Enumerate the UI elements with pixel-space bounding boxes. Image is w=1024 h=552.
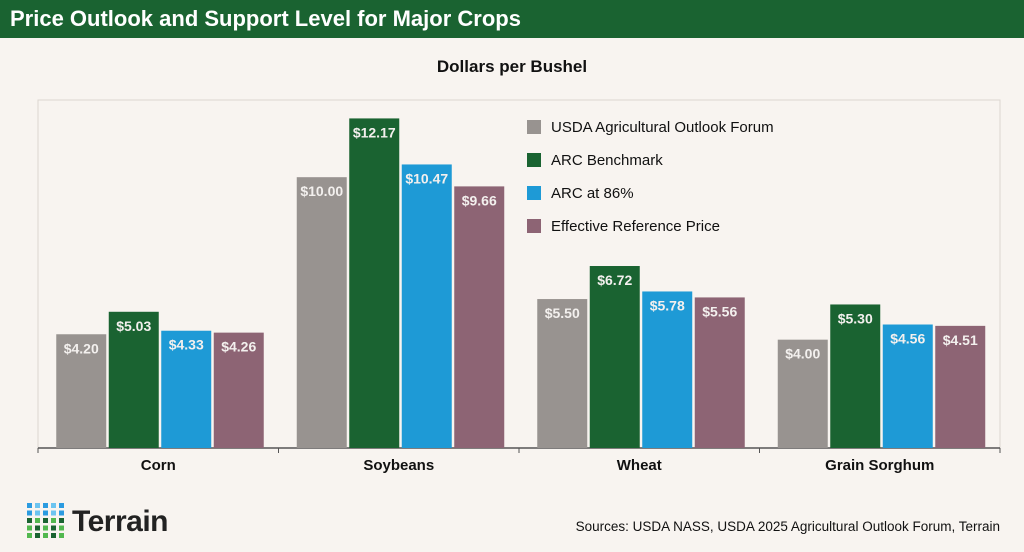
logo-dot	[51, 533, 56, 538]
bar-usda-agricultural-outlook-forum	[56, 334, 107, 448]
bar-arc-at-86-	[882, 324, 933, 448]
x-tick-label: Wheat	[617, 457, 662, 474]
legend-swatch	[527, 153, 541, 167]
bar-effective-reference-price	[454, 186, 505, 448]
logo-dot	[59, 503, 64, 508]
logo-dot	[35, 503, 40, 508]
bar-effective-reference-price	[935, 325, 986, 448]
x-tick-label: Soybeans	[363, 457, 434, 474]
legend-swatch	[527, 219, 541, 233]
logo-dot	[59, 533, 64, 538]
data-label: $6.72	[597, 272, 632, 288]
chart-title: Price Outlook and Support Level for Majo…	[0, 0, 1024, 38]
chart-subtitle: Dollars per Bushel	[436, 57, 588, 76]
bar-arc-benchmark	[589, 266, 640, 448]
legend-entry: ARC at 86%	[551, 185, 634, 202]
logo-dot	[27, 503, 32, 508]
brand-logo: Terrain	[72, 505, 168, 538]
logo-dot	[59, 525, 64, 531]
bar-effective-reference-price	[694, 297, 745, 448]
bar-usda-agricultural-outlook-forum	[537, 299, 588, 448]
logo-dot	[43, 518, 48, 523]
data-label: $4.20	[64, 340, 99, 356]
bar-arc-at-86-	[161, 330, 212, 448]
data-label: $12.17	[353, 124, 396, 140]
legend-swatch	[527, 120, 541, 134]
logo-dot	[27, 525, 32, 531]
terrain-logo-icon	[27, 503, 64, 538]
logo-dot	[27, 533, 32, 538]
data-label: $5.56	[702, 303, 737, 319]
legend-entry: ARC Benchmark	[551, 152, 663, 169]
legend-swatch	[527, 186, 541, 200]
logo-dot	[43, 510, 48, 516]
x-tick-label: Grain Sorghum	[825, 457, 934, 474]
logo-dot	[35, 533, 40, 538]
data-label: $4.56	[890, 331, 925, 347]
legend-entry: Effective Reference Price	[551, 218, 720, 235]
data-label: $4.00	[785, 346, 820, 362]
bar-usda-agricultural-outlook-forum	[777, 339, 828, 448]
bar-arc-benchmark	[349, 118, 400, 449]
data-label: $9.66	[462, 192, 497, 208]
data-label: $4.26	[221, 339, 256, 355]
logo-dot	[35, 525, 40, 531]
legend-entry: USDA Agricultural Outlook Forum	[551, 119, 774, 136]
logo-dot	[35, 518, 40, 523]
logo-dot	[51, 518, 56, 523]
data-label: $10.00	[300, 183, 343, 199]
bar-arc-benchmark	[830, 304, 881, 448]
data-label: $5.50	[545, 305, 580, 321]
logo-dot	[51, 510, 56, 516]
data-label: $4.33	[169, 337, 204, 353]
logo-dot	[51, 525, 56, 531]
bar-arc-benchmark	[108, 311, 159, 448]
data-label: $10.47	[405, 170, 448, 186]
bar-arc-at-86-	[401, 164, 452, 448]
logo-dot	[27, 510, 32, 516]
sources-note: Sources: USDA NASS, USDA 2025 Agricultur…	[575, 519, 1000, 534]
bar-arc-at-86-	[642, 291, 693, 448]
logo-dot	[35, 510, 40, 516]
logo-dot	[59, 518, 64, 523]
logo-dot	[43, 533, 48, 538]
data-label: $5.03	[116, 318, 151, 334]
x-tick-label: Corn	[141, 457, 176, 474]
data-label: $5.30	[838, 310, 873, 326]
data-label: $5.78	[650, 297, 685, 313]
logo-dot	[43, 503, 48, 508]
logo-dot	[27, 518, 32, 523]
bar-effective-reference-price	[213, 332, 264, 448]
data-label: $4.51	[943, 332, 978, 348]
logo-dot	[59, 510, 64, 516]
logo-dot	[51, 503, 56, 508]
bar-usda-agricultural-outlook-forum	[296, 177, 347, 449]
logo-dot	[43, 525, 48, 531]
